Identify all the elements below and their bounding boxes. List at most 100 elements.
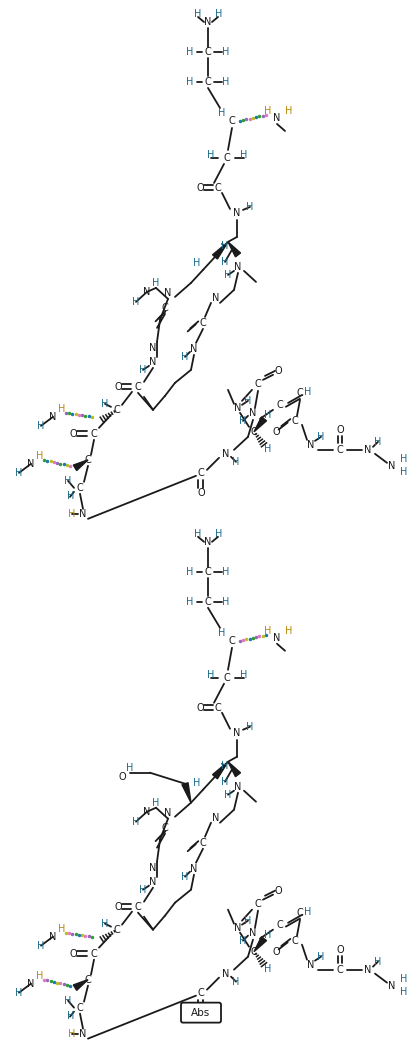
Polygon shape (182, 783, 191, 803)
Text: N: N (164, 288, 172, 297)
Text: N: N (149, 343, 157, 353)
FancyBboxPatch shape (181, 1003, 221, 1022)
Text: O: O (197, 1008, 205, 1017)
Text: H: H (101, 399, 109, 409)
Text: N: N (307, 960, 315, 969)
Text: H: H (152, 798, 160, 808)
Text: H: H (215, 9, 223, 19)
Text: C: C (224, 673, 230, 682)
Text: C: C (198, 468, 204, 477)
Text: C: C (198, 988, 204, 997)
Text: C: C (291, 936, 299, 945)
Text: H: H (222, 567, 230, 577)
Text: H: H (67, 1011, 75, 1020)
Text: C: C (205, 47, 211, 57)
Text: N: N (149, 357, 157, 367)
Text: N: N (234, 782, 242, 791)
Text: H: H (152, 278, 160, 288)
Text: C: C (205, 567, 211, 577)
Text: H: H (264, 930, 272, 940)
Text: H: H (264, 964, 272, 973)
Text: H: H (232, 457, 240, 467)
Text: N: N (222, 968, 230, 979)
Text: H: H (374, 437, 382, 447)
Text: H: H (264, 410, 272, 420)
Text: N: N (204, 537, 212, 547)
Text: C: C (90, 948, 98, 959)
Text: C: C (229, 635, 235, 646)
Polygon shape (228, 761, 241, 777)
Text: H: H (139, 365, 147, 374)
Text: H: H (400, 467, 408, 476)
Text: O: O (272, 426, 280, 437)
Text: N: N (164, 808, 172, 817)
Text: H: H (244, 396, 252, 406)
Text: C: C (224, 153, 230, 163)
Text: N: N (222, 449, 230, 459)
Text: C: C (135, 382, 141, 392)
Text: H: H (58, 924, 66, 934)
Text: H: H (317, 952, 325, 962)
Text: H: H (224, 789, 232, 800)
Text: H: H (239, 416, 247, 425)
Text: H: H (221, 241, 229, 251)
Text: H: H (15, 988, 23, 997)
Text: C: C (162, 823, 168, 833)
Text: N: N (149, 877, 157, 887)
Polygon shape (73, 980, 88, 990)
Text: O: O (272, 946, 280, 957)
Text: H: H (244, 915, 252, 926)
Text: O: O (114, 382, 122, 392)
Text: Abs: Abs (191, 1008, 211, 1017)
Text: O: O (69, 428, 77, 439)
Text: H: H (58, 404, 66, 414)
Text: C: C (337, 965, 343, 974)
Text: N: N (49, 932, 57, 941)
Text: N: N (234, 922, 242, 933)
Text: H: H (400, 987, 408, 996)
Text: N: N (190, 344, 198, 354)
Text: C: C (162, 303, 168, 313)
Text: H: H (186, 597, 193, 606)
Text: N: N (364, 965, 372, 974)
Text: O: O (114, 902, 122, 912)
Text: H: H (193, 778, 201, 787)
Text: O: O (336, 425, 344, 435)
Text: N: N (388, 461, 396, 471)
Text: C: C (200, 837, 206, 848)
Text: C: C (296, 908, 304, 917)
Text: H: H (64, 995, 72, 1006)
Text: N: N (249, 408, 257, 418)
Text: H: H (222, 597, 230, 606)
Text: C: C (113, 405, 121, 415)
Text: H: H (193, 258, 201, 268)
Polygon shape (73, 460, 88, 470)
Text: C: C (77, 483, 83, 493)
Text: C: C (200, 318, 206, 328)
Text: N: N (249, 928, 257, 938)
Text: N: N (143, 807, 151, 816)
Text: H: H (126, 762, 134, 773)
Text: N: N (79, 509, 87, 519)
Text: H: H (181, 872, 188, 882)
Text: H: H (37, 940, 45, 951)
Text: N: N (307, 440, 315, 450)
Text: H: H (285, 106, 293, 115)
Text: C: C (113, 925, 121, 935)
Text: O: O (69, 948, 77, 959)
Text: C: C (90, 428, 98, 439)
Text: H: H (221, 760, 229, 771)
Polygon shape (213, 242, 228, 259)
Text: H: H (264, 626, 272, 635)
Text: H: H (67, 491, 75, 501)
Text: H: H (186, 47, 193, 57)
Text: H: H (194, 9, 202, 19)
Text: H: H (264, 444, 272, 453)
Text: H: H (68, 509, 76, 519)
Text: C: C (337, 445, 343, 454)
Text: C: C (276, 399, 284, 410)
Text: H: H (221, 777, 229, 786)
Text: H: H (221, 257, 229, 267)
Text: H: H (132, 296, 140, 307)
Text: C: C (229, 115, 235, 126)
